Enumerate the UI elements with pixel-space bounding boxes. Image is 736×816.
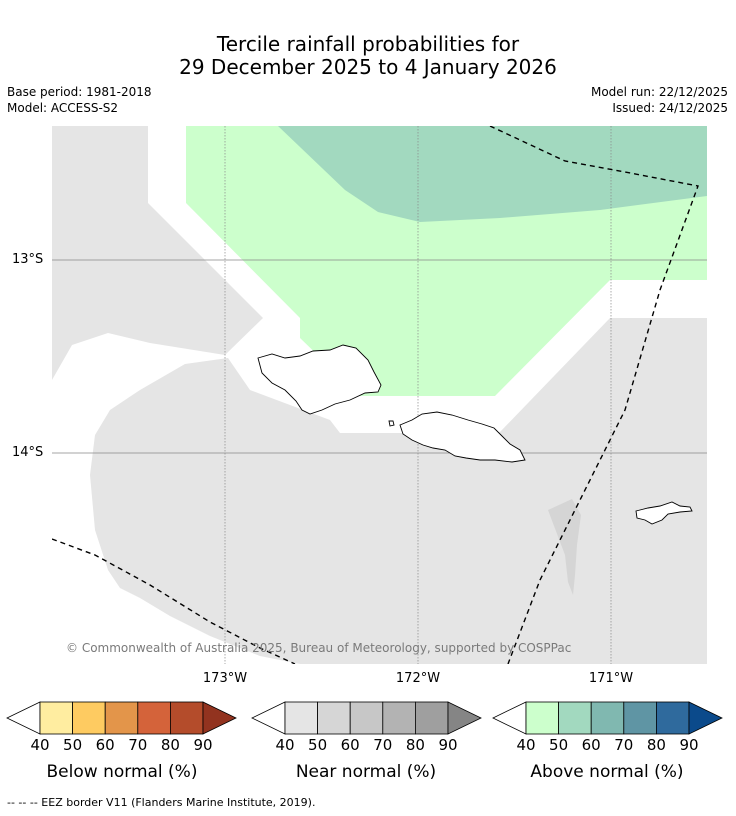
colorbar-below-normal-segment (39, 701, 73, 735)
near-normal-region-south (52, 318, 707, 664)
colorbar-label-above-normal: Above normal (%) (530, 762, 684, 782)
longitude-label-172w: 172°W (395, 671, 441, 686)
colorbar-below-normal-low-extend (6, 701, 41, 735)
near-normal-patch-darker (548, 499, 581, 595)
colorbar-below-normal-tick: 90 (193, 736, 213, 754)
colorbar-above-normal-high-extend (688, 701, 723, 735)
colorbar-below-normal-tick: 50 (63, 736, 83, 754)
colorbar-near-normal-segment (317, 701, 351, 735)
colorbar-near-normal-segment (284, 701, 318, 735)
above-normal-50-60-region (278, 126, 707, 222)
colorbar-near-normal-segment (414, 701, 449, 735)
colorbar-below-normal-tick: 70 (128, 736, 148, 754)
eez-border (52, 126, 699, 664)
colorbar-below-normal-segment (72, 701, 106, 735)
islands (257, 344, 693, 525)
model-run-text: Model run: 22/12/2025 (590, 85, 728, 99)
latitude-label-13s: 13°S (12, 252, 44, 267)
colorbar-above-normal-segment (525, 701, 559, 735)
colorbar-near-normal-segment (382, 701, 416, 735)
colorbar-below-normal-tick: 40 (30, 736, 50, 754)
upolu-island (399, 411, 526, 463)
manono-apolima-islet (388, 420, 395, 427)
colorbar-above-normal-segment (623, 701, 657, 735)
near-normal-region-northwest (52, 126, 263, 380)
colorbar-below-normal-segment (104, 701, 139, 735)
colorbar-near-normal-high-extend (447, 701, 482, 735)
colorbar-near-normal-tick: 90 (438, 736, 458, 754)
colorbar-near-normal (251, 701, 482, 735)
colorbar-near-normal-low-extend (251, 701, 286, 735)
colorbar-below-normal-tick: 80 (160, 736, 180, 754)
colorbar-near-normal-tick: 40 (275, 736, 295, 754)
colorbar-below-normal (6, 701, 237, 735)
colorbar-label-near-normal: Near normal (%) (295, 762, 437, 782)
colorbar-above-normal-segment (590, 701, 625, 735)
colorbar-below-normal-high-extend (202, 701, 237, 735)
longitude-label-173w: 173°W (202, 671, 248, 686)
colorbar-above-normal-segment (558, 701, 592, 735)
map-title-line2: 29 December 2025 to 4 January 2026 (179, 55, 557, 79)
colorbar-above-normal-tick: 70 (614, 736, 634, 754)
colorbar-above-normal (492, 701, 723, 735)
latitude-label-14s: 14°S (12, 445, 44, 460)
colorbar-near-normal-segment (349, 701, 384, 735)
graticule (52, 126, 707, 664)
colorbar-above-normal-tick: 60 (581, 736, 601, 754)
colorbar-above-normal-tick: 40 (516, 736, 536, 754)
longitude-label-171w: 171°W (588, 671, 634, 686)
tutuila-island (635, 501, 693, 525)
colorbar-below-normal-segment (169, 701, 204, 735)
base-period-text: Base period: 1981-2018 (7, 85, 152, 99)
eez-footnote: -- -- -- EEZ border V11 (Flanders Marine… (7, 796, 316, 809)
colorbar-near-normal-tick: 70 (373, 736, 393, 754)
colorbar-label-below-normal: Below normal (%) (46, 762, 198, 782)
colorbar-above-normal-tick: 50 (549, 736, 569, 754)
issued-text: Issued: 24/12/2025 (612, 101, 728, 115)
colorbar-above-normal-low-extend (492, 701, 527, 735)
colorbar-above-normal-segment (656, 701, 690, 735)
model-text: Model: ACCESS-S2 (7, 101, 119, 115)
rainfall-map (52, 126, 707, 664)
colorbar-above-normal-tick: 80 (646, 736, 666, 754)
colorbar-near-normal-tick: 80 (405, 736, 425, 754)
colorbar-below-normal-tick: 60 (95, 736, 115, 754)
colorbar-above-normal-tick: 90 (679, 736, 699, 754)
colorbar-below-normal-segment (137, 701, 171, 735)
copyright-text: © Commonwealth of Australia 2025, Bureau… (66, 641, 572, 655)
savaii-island (257, 344, 382, 415)
colorbar-near-normal-tick: 50 (308, 736, 328, 754)
colorbar-near-normal-tick: 60 (340, 736, 360, 754)
map-title-line1: Tercile rainfall probabilities for (216, 32, 520, 56)
